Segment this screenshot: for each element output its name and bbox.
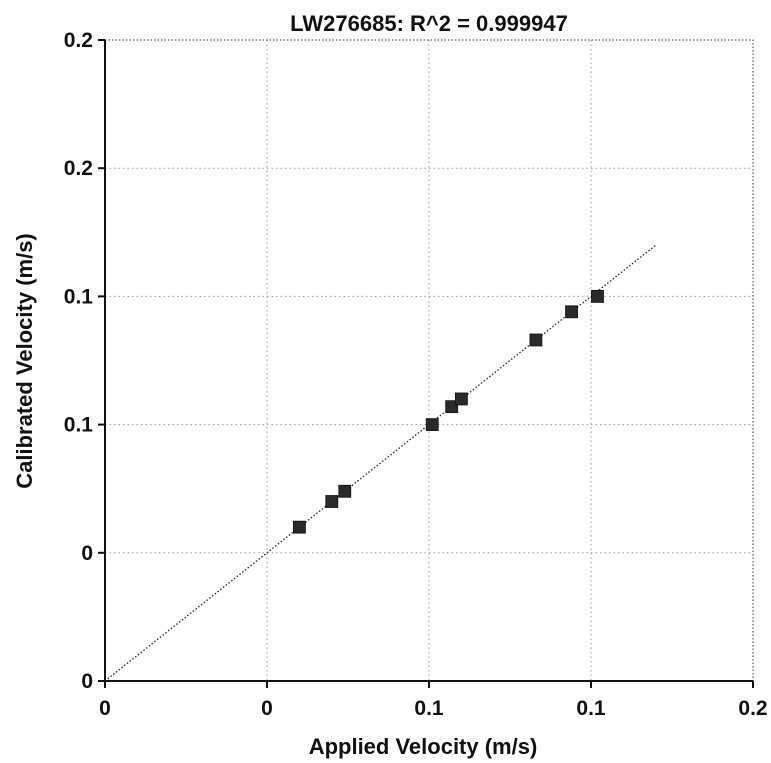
- x-tick-label-0: 0: [99, 697, 111, 720]
- y-tick-label-3: 0.1: [64, 285, 94, 308]
- y-tick-label-1: 0: [81, 542, 93, 565]
- y-axis-ticks: 0 0 0.1 0.1 0.2 0.2: [64, 29, 105, 693]
- fit-line-layer: [104, 244, 657, 682]
- data-point-0-2: [338, 484, 352, 498]
- data-point-0-6: [529, 333, 543, 347]
- data-point-0-5: [454, 392, 468, 406]
- data-point-0-0: [292, 520, 306, 534]
- data-point-0-1: [325, 495, 339, 508]
- chart-title: LW276685: R^2 = 0.999947: [290, 11, 568, 36]
- y-tick-label-2: 0.1: [64, 414, 94, 437]
- y-tick-label-0: 0: [81, 670, 93, 693]
- x-tick-label-3: 0.1: [576, 697, 606, 720]
- data-point-0-3: [425, 418, 439, 432]
- x-tick-label-2: 0.1: [414, 697, 444, 720]
- y-tick-label-4: 0.2: [64, 157, 93, 180]
- y-tick-label-5: 0.2: [64, 29, 93, 52]
- x-tick-label-4: 0.2: [738, 697, 767, 720]
- grid: [105, 40, 753, 681]
- x-tick-label-1: 0: [261, 697, 273, 720]
- data-points: [292, 289, 604, 534]
- y-axis-label: Calibrated Velocity (m/s): [12, 233, 37, 489]
- x-axis-ticks: 0 0 0.1 0.1 0.2: [99, 681, 768, 720]
- data-point-0-7: [565, 305, 578, 319]
- data-point-0-8: [591, 289, 604, 303]
- fit-line: [104, 244, 657, 682]
- x-axis-label: Applied Velocity (m/s): [309, 734, 538, 759]
- data-point-0-4: [445, 400, 459, 414]
